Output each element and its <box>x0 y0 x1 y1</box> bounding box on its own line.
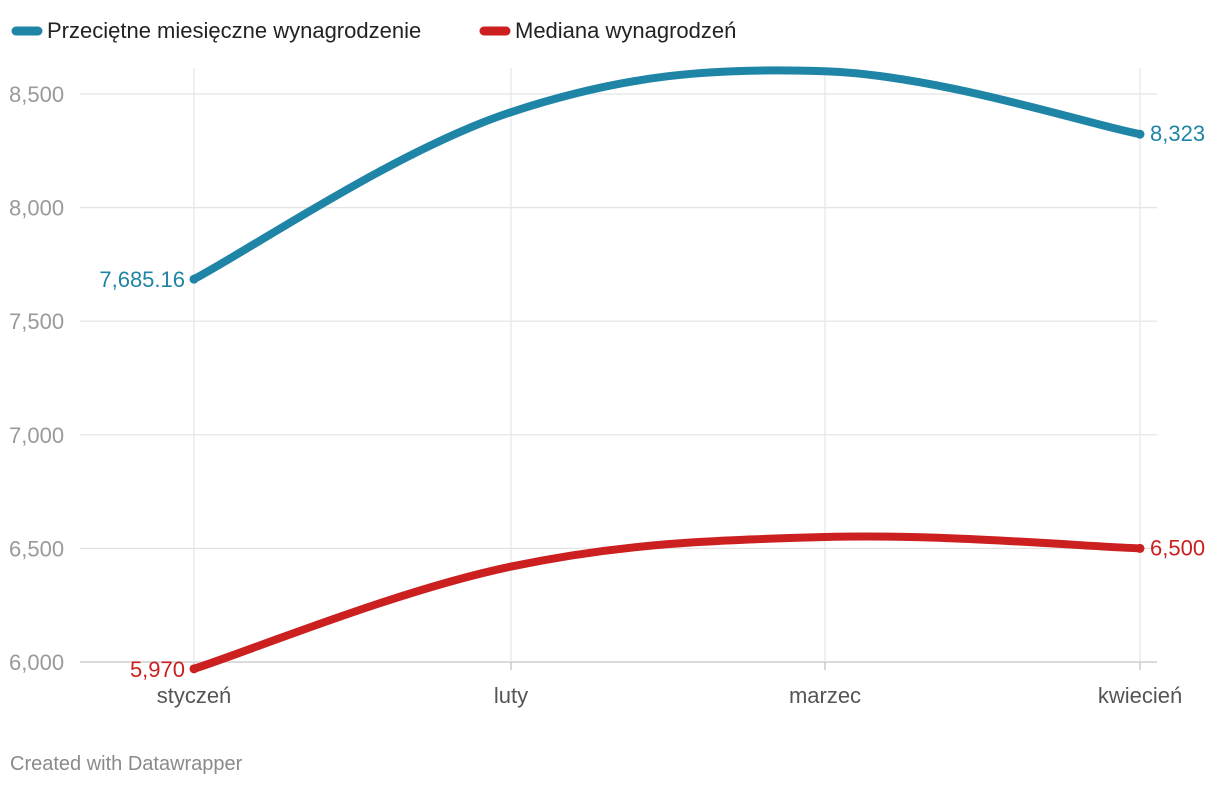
axes: 6,000 6,500 7,000 7,500 8,000 8,500 styczeń lut… <box>9 82 1182 708</box>
x-tick-label: luty <box>494 683 528 708</box>
x-tick-label: marzec <box>789 683 861 708</box>
x-tick-label: styczeń <box>157 683 232 708</box>
y-tick-label: 6,000 <box>9 650 64 675</box>
legend: Przeciętne miesięczne wynagrodzenie Medi… <box>11 18 736 43</box>
y-tick-label: 6,500 <box>9 536 64 561</box>
y-tick-label: 8,500 <box>9 82 64 107</box>
series-point-median <box>189 664 199 674</box>
value-labels: 7,685.16 8,323 5,970 6,500 <box>99 121 1205 682</box>
legend-label-median: Mediana wynagrodzeń <box>515 18 736 43</box>
y-tick-label: 8,000 <box>9 196 64 221</box>
footer-credit: Created with Datawrapper <box>10 753 243 775</box>
y-tick-label: 7,500 <box>9 309 64 334</box>
series-point-median <box>1135 543 1145 553</box>
series <box>189 66 1145 674</box>
value-label-end-average: 8,323 <box>1150 121 1205 146</box>
grid <box>80 68 1157 663</box>
series-line-median <box>190 532 1144 673</box>
series-point-average <box>189 274 199 284</box>
y-tick-label: 7,000 <box>9 423 64 448</box>
series-line-average <box>190 66 1144 284</box>
value-label-end-median: 6,500 <box>1150 535 1205 560</box>
legend-label-average: Przeciętne miesięczne wynagrodzenie <box>47 18 421 43</box>
value-label-start-median: 5,970 <box>130 657 185 682</box>
x-tick-label: kwiecień <box>1098 683 1182 708</box>
series-point-average <box>1135 129 1145 139</box>
value-label-start-average: 7,685.16 <box>99 267 185 292</box>
